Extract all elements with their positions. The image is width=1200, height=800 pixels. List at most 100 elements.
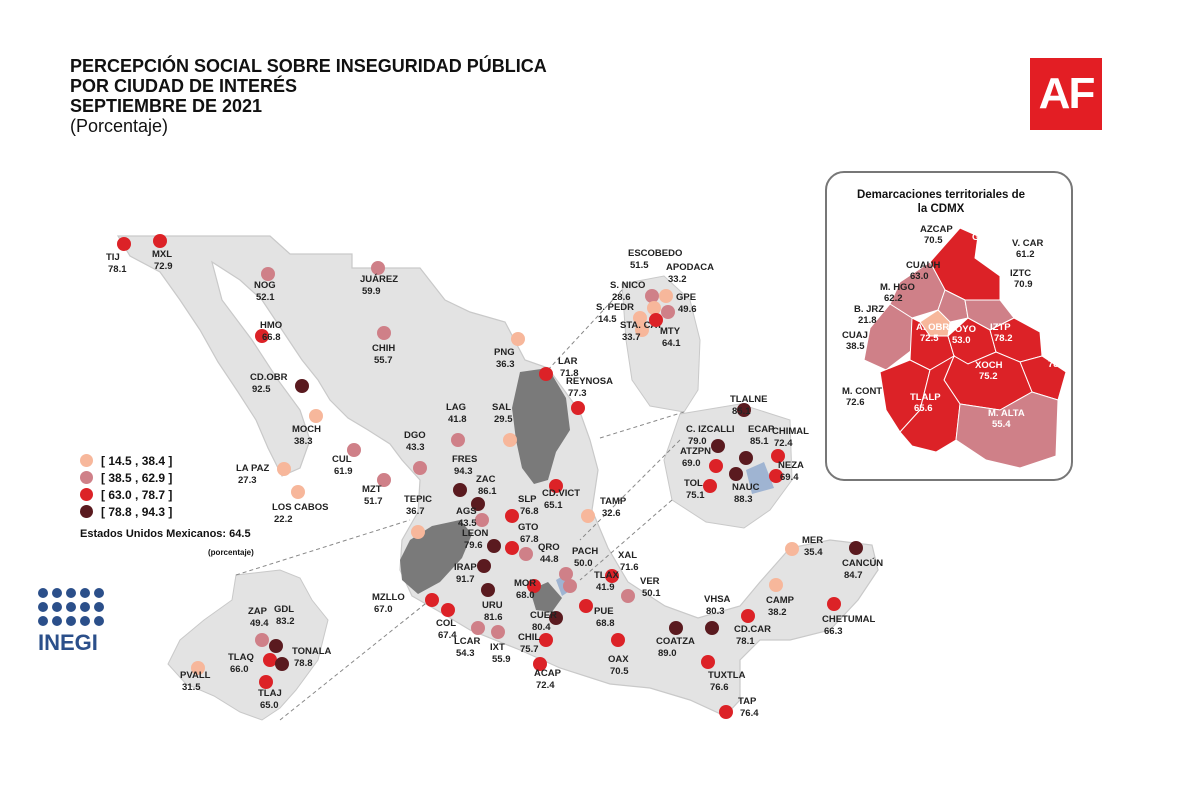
city-name: GPE — [676, 292, 696, 303]
city-value: 50.1 — [642, 588, 661, 599]
city-name: S. NICO — [610, 280, 645, 291]
city-value: 77.3 — [568, 388, 587, 399]
city-dot — [769, 578, 783, 592]
city-dot — [533, 657, 547, 671]
city-name: URU — [482, 600, 503, 611]
marker-layer: TIJ78.1MXL72.9NOG52.1JUÁREZ59.9HMO66.8CH… — [106, 224, 1069, 719]
city-value: 69.4 — [780, 472, 799, 483]
city-name: XAL — [618, 550, 637, 561]
city-value: 76.8 — [520, 506, 539, 517]
city-dot — [263, 653, 277, 667]
legend-label: [ 78.8 , 94.3 ] — [101, 504, 173, 519]
city-value: 94.3 — [454, 466, 473, 477]
city-value: 65.0 — [260, 700, 279, 711]
city-name: ZAP — [248, 606, 268, 617]
city-dot — [277, 462, 291, 476]
city-dot — [785, 542, 799, 556]
city-name: PACH — [572, 546, 598, 557]
city-value: 41.8 — [448, 414, 467, 425]
city-name: ACAP — [534, 668, 562, 679]
guadalajara-inset — [167, 519, 431, 721]
district-value: 21.8 — [858, 315, 877, 326]
city-dot — [453, 483, 467, 497]
city-name: CHIMAL — [772, 426, 809, 437]
city-name: TOL — [684, 478, 703, 489]
city-value: 83.2 — [276, 616, 295, 627]
city-value: 14.5 — [598, 314, 617, 325]
city-name: LA PAZ — [236, 463, 269, 474]
city-value: 76.4 — [740, 708, 759, 719]
national-unit: (porcentaje) — [208, 548, 254, 557]
city-value: 92.5 — [252, 384, 271, 395]
city-value: 52.1 — [256, 292, 275, 303]
city-dot — [705, 621, 719, 635]
city-value: 33.7 — [622, 332, 641, 343]
district-name: IZTP — [990, 322, 1011, 333]
city-dot — [519, 547, 533, 561]
city-value: 28.6 — [612, 292, 631, 303]
city-dot — [471, 497, 485, 511]
city-dot — [737, 403, 751, 417]
city-value: 81.6 — [484, 612, 503, 623]
city-dot — [117, 237, 131, 251]
city-value: 38.2 — [768, 607, 787, 618]
city-value: 36.3 — [496, 359, 515, 370]
city-dot — [451, 433, 465, 447]
city-name: CD.CAR — [734, 624, 771, 635]
city-value: 50.0 — [574, 558, 593, 569]
city-name: TEPIC — [404, 494, 432, 505]
city-name: REYNOSA — [566, 376, 613, 387]
city-dot — [649, 313, 663, 327]
district-name: B. JRZ — [854, 304, 884, 315]
city-name: CHETUMAL — [822, 614, 875, 625]
district-value: 78.2 — [994, 333, 1013, 344]
inegi-wordmark: INEGI — [38, 630, 98, 655]
city-dot — [503, 433, 517, 447]
district-value: 55.4 — [992, 419, 1011, 430]
city-name: COL — [436, 618, 456, 629]
city-name: MOR — [514, 578, 536, 589]
city-dot — [563, 579, 577, 593]
district-name: TLHC — [1044, 348, 1069, 359]
city-value: 69.0 — [682, 458, 701, 469]
district-value: 70.9 — [1014, 279, 1033, 290]
city-dot — [635, 323, 649, 337]
city-value: 84.7 — [844, 570, 863, 581]
district-name: M. HGO — [880, 282, 915, 293]
city-dot — [309, 409, 323, 423]
city-dot — [549, 611, 563, 625]
district-name: XOCH — [975, 360, 1003, 371]
district-value: 70.5 — [924, 235, 943, 246]
city-dot — [741, 609, 755, 623]
city-value: 71.8 — [560, 368, 579, 379]
city-dot — [275, 657, 289, 671]
city-dot — [539, 367, 553, 381]
city-value: 61.9 — [334, 466, 353, 477]
city-name: FRES — [452, 454, 477, 465]
district-value: 74.2 — [976, 243, 995, 254]
legend-label: [ 14.5 , 38.4 ] — [101, 453, 173, 468]
city-value: 91.7 — [456, 574, 475, 585]
city-name: MTY — [660, 326, 681, 337]
city-dot — [659, 289, 673, 303]
district-value: 72.6 — [846, 397, 865, 408]
